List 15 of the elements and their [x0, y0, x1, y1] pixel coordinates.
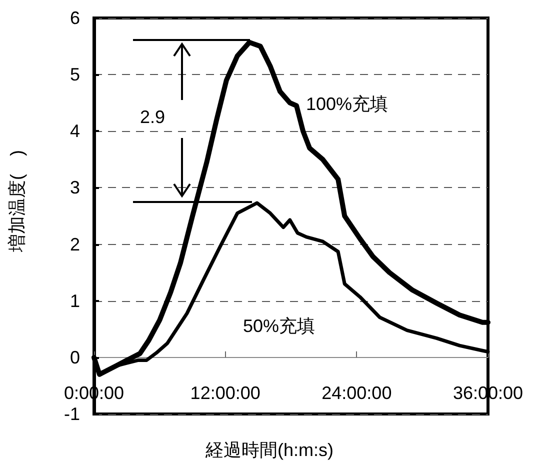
y-tick-label: 6 — [70, 8, 80, 28]
y-tick-label: 2 — [70, 234, 80, 254]
series-label: 100%充填 — [306, 94, 388, 114]
x-axis-title: 経過時間(h:m:s) — [204, 440, 334, 460]
text: 50%充填 — [243, 316, 316, 336]
x-tick-label: 12:00:00 — [190, 383, 260, 403]
y-tick-label: 3 — [70, 178, 80, 198]
y-tick-label: -1 — [64, 404, 80, 424]
y-tick-label: 1 — [70, 290, 80, 311]
y-tick-label: 5 — [70, 64, 80, 85]
annotation: 2.9 — [140, 107, 166, 127]
x-tick-label: 24:00:00 — [322, 383, 392, 403]
y-axis-title: 増加温度( ) — [7, 150, 27, 253]
y-tick-label: 4 — [70, 121, 80, 142]
y-tick-label: 0 — [70, 347, 80, 368]
